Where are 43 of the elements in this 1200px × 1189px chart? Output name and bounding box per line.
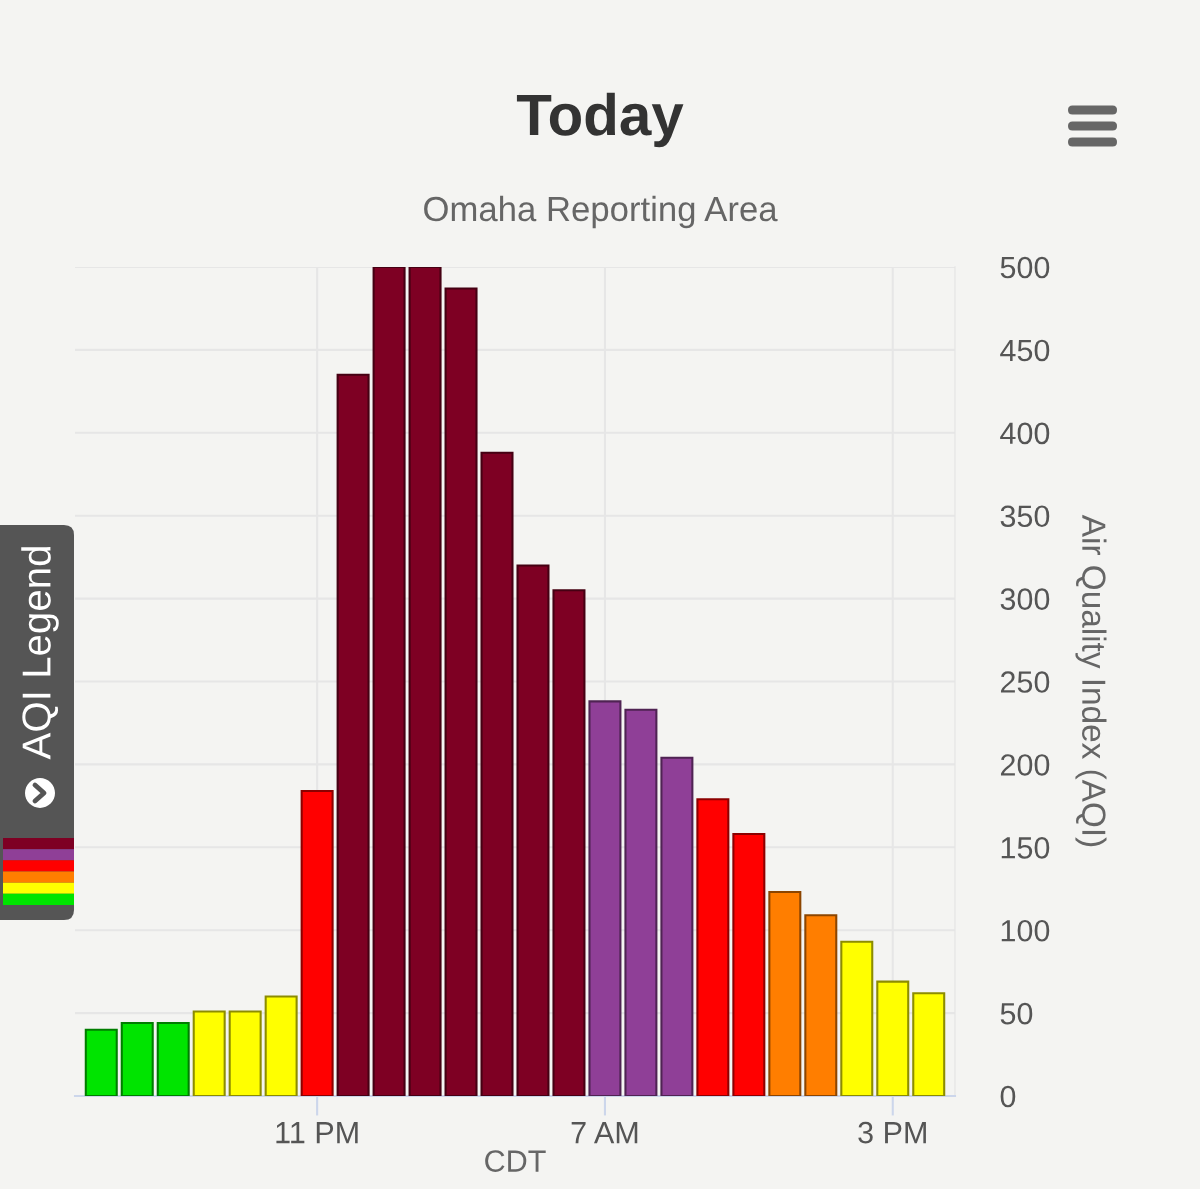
- bar: [228, 1010, 262, 1096]
- x-tick-label: 7 AM: [571, 1122, 638, 1144]
- bar: [120, 1022, 154, 1096]
- bar: [768, 891, 802, 1096]
- x-axis-title: CDT: [485, 1150, 546, 1172]
- bar: [156, 1022, 190, 1096]
- bar: [588, 700, 622, 1096]
- chart-subtitle: Omaha Reporting Area: [424, 195, 778, 229]
- y-tick-label: 100: [1001, 919, 1050, 942]
- bar: [84, 1028, 118, 1096]
- y-tick-label: 200: [1000, 754, 1050, 776]
- bar: [264, 995, 298, 1096]
- bar: [444, 287, 478, 1096]
- bar: [552, 589, 586, 1096]
- y-tick-label: 0: [1000, 1085, 1016, 1108]
- bar: [372, 267, 406, 1096]
- bar: [840, 940, 874, 1096]
- y-tick-label: 300: [1000, 588, 1050, 610]
- bar: [624, 708, 658, 1096]
- y-tick-label: 150: [1001, 837, 1050, 859]
- bar: [804, 914, 838, 1096]
- y-tick-label: 50: [1000, 1002, 1033, 1025]
- bar: [876, 980, 910, 1096]
- bar: [408, 267, 442, 1096]
- bar: [516, 564, 550, 1096]
- y-tick-label: 400: [1000, 422, 1050, 445]
- chart-title: Today: [516, 92, 684, 148]
- bar: [660, 756, 694, 1096]
- bar: [732, 833, 766, 1096]
- y-tick-label: 250: [1000, 671, 1050, 693]
- y-tick-label: 500: [1000, 256, 1050, 279]
- bar: [192, 1010, 226, 1096]
- bar: [912, 992, 946, 1096]
- x-tick-label: 3 PM: [858, 1121, 926, 1144]
- bar: [336, 373, 370, 1096]
- text: AQI Legend: [21, 547, 59, 760]
- y-tick-label: 350: [1000, 505, 1050, 528]
- bar: [480, 451, 514, 1096]
- x-tick-label: 11 PM: [276, 1122, 358, 1144]
- y-tick-label: 450: [1000, 339, 1050, 362]
- bar: [300, 789, 334, 1096]
- y-axis-title: Air Quality Index (AQI): [1075, 514, 1107, 847]
- bar: [696, 798, 730, 1096]
